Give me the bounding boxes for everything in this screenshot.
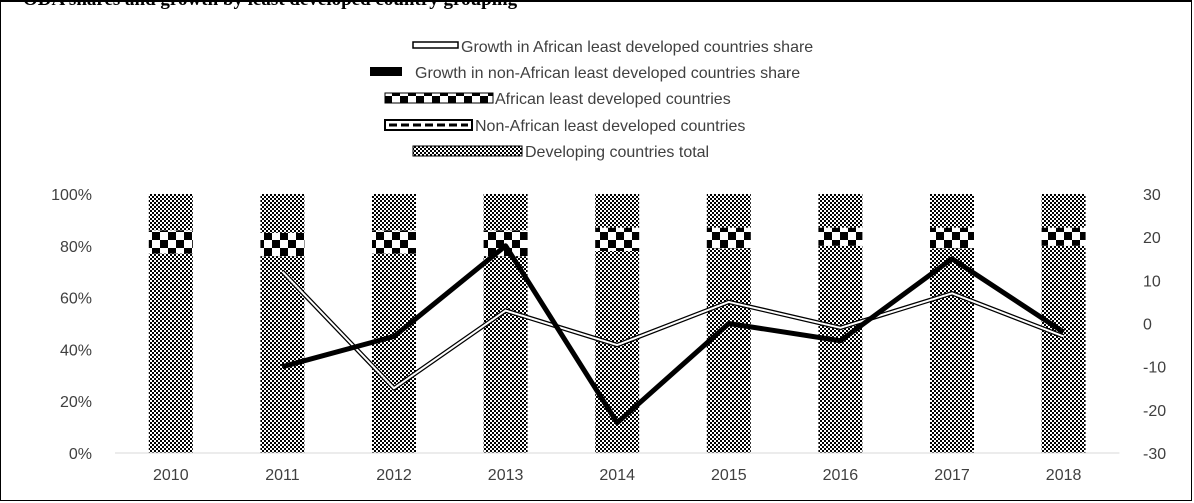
legend-label: Growth in African least developed countr… <box>461 39 813 56</box>
bar-segment-1-2018 <box>1041 245 1086 453</box>
bar-segment-3-2012 <box>372 194 416 231</box>
y-right-tick-label: 10 <box>1143 273 1161 290</box>
legend-item-5: Developing countries total <box>412 144 709 161</box>
y-right-tick-label: 20 <box>1143 230 1161 247</box>
line-african-ldc-growth-inner <box>281 271 1064 390</box>
y-right-tick-label: 0 <box>1143 317 1152 334</box>
legend-label: Developing countries total <box>525 144 709 161</box>
bar-segment-2-2013 <box>483 230 528 257</box>
bar-segment-1-2010 <box>148 253 193 453</box>
y-left-tick-label: 60% <box>60 291 92 308</box>
bar-segment-2-2015 <box>706 227 751 249</box>
bar-segment-2-2016 <box>818 227 863 246</box>
bar-segment-1-2016 <box>818 245 863 453</box>
legend-label: Growth in non-African least developed co… <box>415 65 800 82</box>
legend-swatch <box>412 41 459 49</box>
axes-layer: 0% 20% 40% 60% 80% 100% -30 -20 -10 0 10 20 30 2010 20… <box>51 187 1166 484</box>
bar-segment-2-2011 <box>260 232 305 257</box>
legend: Growth in African least developed countr… <box>370 39 813 161</box>
x-tick-label-2014: 2014 <box>599 467 635 484</box>
x-tick-label-2012: 2012 <box>376 467 412 484</box>
bar-segment-3-2014 <box>595 194 640 228</box>
legend-swatch <box>412 145 523 157</box>
x-tick-label-2018: 2018 <box>1046 467 1082 484</box>
bar-segment-1-2013 <box>483 256 528 453</box>
bar-segment-2-2010 <box>148 230 193 254</box>
y-right-tick-label: -20 <box>1143 403 1166 420</box>
bar-segment-1-2012 <box>372 253 416 453</box>
bar-segment-3-2015 <box>706 194 751 228</box>
y-right-tick-label: -10 <box>1143 360 1166 377</box>
x-tick-label-2011: 2011 <box>265 467 300 484</box>
legend-item-1: Growth in African least developed countr… <box>412 39 813 56</box>
y-left-tick-label: 0% <box>69 446 92 463</box>
legend-item-3: African least developed countries <box>384 91 731 108</box>
bars-layer <box>148 194 1086 453</box>
bar-segment-3-2017 <box>930 194 974 228</box>
y-left-tick-label: 20% <box>60 394 92 411</box>
y-right-tick-label: -30 <box>1143 446 1166 463</box>
legend-item-2: Growth in non-African least developed co… <box>370 65 800 82</box>
y-right-tick-label: 30 <box>1143 187 1161 204</box>
x-tick-label-2015: 2015 <box>711 467 747 484</box>
legend-label: African least developed countries <box>495 91 731 108</box>
legend-item-4: Non-African least developed countries <box>384 118 745 135</box>
x-tick-label-2013: 2013 <box>488 467 524 484</box>
y-left-tick-label: 40% <box>60 342 92 359</box>
bar-segment-3-2013 <box>483 194 528 231</box>
y-left-tick-label: 100% <box>51 187 92 204</box>
bar-segment-3-2010 <box>148 194 193 231</box>
bar-segment-2-2018 <box>1041 227 1086 246</box>
legend-swatch <box>384 92 494 104</box>
bar-segment-1-2017 <box>930 248 974 453</box>
bar-segment-2-2014 <box>595 227 640 251</box>
lines-layer <box>280 243 1065 426</box>
bar-segment-3-2011 <box>260 194 305 233</box>
bar-segment-1-2015 <box>706 248 751 453</box>
legend-swatch <box>370 67 402 76</box>
x-tick-label-2017: 2017 <box>934 467 970 484</box>
x-tick-label-2016: 2016 <box>823 467 859 484</box>
chart-title: ODA shares and growth by least developed… <box>23 0 517 11</box>
legend-label: Non-African least developed countries <box>475 118 745 135</box>
bar-segment-3-2016 <box>818 194 863 228</box>
y-left-tick-label: 80% <box>60 239 92 256</box>
bar-segment-2-2012 <box>372 230 416 254</box>
bar-segment-3-2018 <box>1041 194 1086 228</box>
line-non-african-ldc-growth <box>281 243 1065 426</box>
bar-segment-2-2017 <box>930 227 974 249</box>
x-tick-label-2010: 2010 <box>153 467 189 484</box>
